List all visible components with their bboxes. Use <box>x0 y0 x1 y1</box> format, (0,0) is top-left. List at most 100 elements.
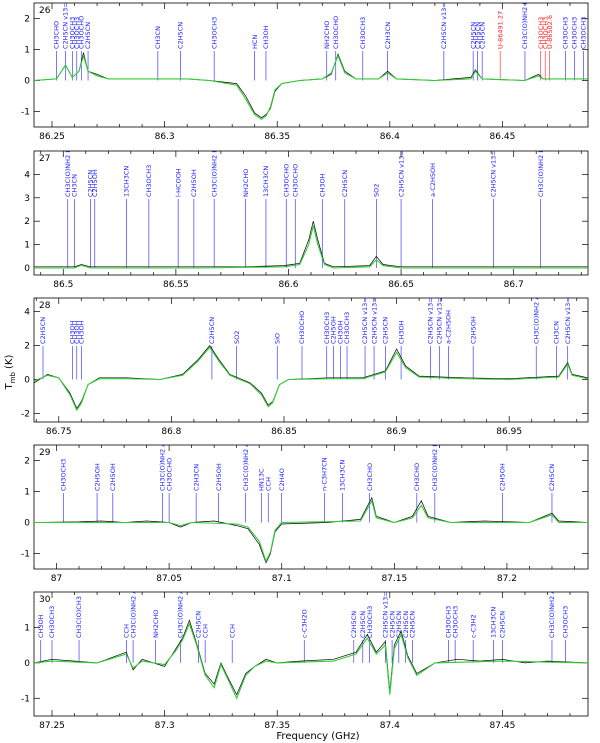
y-tick-label: 1 <box>24 241 30 251</box>
line-marker-label: CH3OH <box>318 173 326 197</box>
y-tick-label: -1 <box>21 694 30 704</box>
line-marker-label: NH2CHO <box>323 21 331 49</box>
panel-27: 86.5 86.55 86.6 86.65 86.7 0 1 2 3 4 27 CH3C(O)NH2 … <box>24 146 589 290</box>
y-tick-label: 4 <box>24 170 30 180</box>
line-marker-label: C2H5CN v13=1 <box>370 293 378 344</box>
x-tick-label: 86.5 <box>53 280 73 290</box>
line-marker-label: CH3OCH3 <box>571 17 579 49</box>
line-marker-label: CH3OH <box>37 614 45 638</box>
line-marker-label: C2H5CN v13=1 <box>361 293 369 344</box>
line-marker-label: CCH <box>201 624 209 638</box>
line-marker-label: C2H5CN <box>395 611 403 638</box>
line-marker-label: C2H5CN <box>87 170 95 197</box>
x-tick-label: 87.25 <box>39 721 65 731</box>
spectra <box>34 345 588 412</box>
panel-29: 87 87.05 87.1 87.15 87.2 -1 0 1 2 29 CH3OCH3 C2H5OH… <box>21 442 589 584</box>
line-marker-label: CH3OCHO <box>291 164 299 197</box>
x-tick-label: 86.9 <box>387 427 407 437</box>
x-axis-title: Frequency (GHz) <box>276 731 359 742</box>
line-marker-label: C2H5OH <box>330 316 338 344</box>
x-tick-label: 87.15 <box>381 574 407 584</box>
line-marker-label: CCH <box>228 624 236 638</box>
series-model <box>34 622 588 700</box>
line-marker-label: SiO <box>273 333 281 344</box>
line-marker-label: C2H3CN <box>384 22 392 49</box>
y-tick-label: -2 <box>21 410 30 420</box>
series-model <box>34 499 588 563</box>
line-marker-label: CH3OCH3 <box>73 17 81 49</box>
line-marker-label: CH3C(O)NH2 E <box>64 149 72 197</box>
y-tick-label: 2 <box>24 457 30 467</box>
x-tick-label: 87.2 <box>497 574 517 584</box>
y-axis-title-sub: mb <box>9 371 17 383</box>
line-marker-label: CH3OCH3 <box>541 17 549 49</box>
x-tick-label: 87.1 <box>272 574 292 584</box>
line-marker-label: C2H5CN <box>177 22 185 49</box>
line-marker-label: CH3C(O)NH2 A <box>532 295 540 344</box>
y-tick-label: 0 <box>24 519 30 529</box>
line-marker-label: HCN <box>251 35 259 49</box>
x-tick-label: 87.35 <box>264 721 290 731</box>
x-tick-label: 86.25 <box>39 132 65 142</box>
line-marker-label: CH3OCHO <box>282 164 290 197</box>
line-marker-label: HN13C <box>258 468 266 491</box>
line-marker-label: CH3OH <box>397 320 405 344</box>
line-marker-label: C2H4O <box>278 468 286 491</box>
line-marker-label: C2H5CN <box>195 611 203 638</box>
series-observed <box>34 221 588 268</box>
y-tick-label: 4 <box>24 308 30 318</box>
y-tick-label: 0 <box>24 264 30 274</box>
line-marker-label: C2H5CN <box>84 22 92 49</box>
series-model <box>34 53 588 120</box>
line-marker-label: c-C3H2 <box>469 614 477 638</box>
line-marker-label: C2H5OH <box>499 463 507 491</box>
line-marker-label: CH3CN <box>553 321 561 344</box>
line-marker-label: C2H5CN <box>39 317 47 344</box>
line-marker-label: CH3OCH3 <box>580 17 588 49</box>
x-tick-label: 86.3 <box>155 132 175 142</box>
line-marker-label: C2H5CN <box>469 22 477 49</box>
panel-frame <box>33 591 589 717</box>
line-marker-label: CH3C(O)NH2 A <box>242 442 250 491</box>
x-tick-label: 86.65 <box>388 280 414 290</box>
line-marker-label: C2H3CN <box>192 464 200 491</box>
line-marker-label: CH3C(O)NH2 E <box>431 443 439 491</box>
line-marker-label: CCH <box>264 477 272 491</box>
line-marker-label: C2H5OH <box>190 169 198 197</box>
line-marker-label: CH3CHO <box>366 463 374 491</box>
line-marker-label: CH3OCH3 <box>48 606 56 638</box>
x-tick-label: 87.05 <box>156 574 182 584</box>
x-tick-label: 87.3 <box>155 721 175 731</box>
line-marker-label: C2H5OH <box>93 463 101 491</box>
line-marker-label: CH3OCHO <box>77 16 85 49</box>
line-marker-label: C2H5OH <box>109 463 117 491</box>
y-tick-label: 2 <box>24 217 30 227</box>
line-marker-label: CH3C(O)NH2 A <box>548 589 556 638</box>
y-tick-label: 3 <box>24 194 30 204</box>
line-marker-label: C2H5CN <box>350 611 358 638</box>
line-marker-label: 13CH3CN <box>490 607 498 638</box>
line-marker-label: C2H5CN <box>359 611 367 638</box>
line-marker-label: CH3CHO <box>413 463 421 491</box>
panel-number: 26 <box>39 6 51 16</box>
y-tick-label: -1 <box>21 108 30 118</box>
line-marker-label: C2H5OH <box>91 169 99 197</box>
line-marker-label: SO2 <box>233 331 241 344</box>
panel-28: 86.75 86.8 86.85 86.9 86.95 -2 0 2 4 28 C2H5CN CH3O… <box>21 293 589 437</box>
x-tick-label: 86.8 <box>161 427 181 437</box>
line-marker-label: C2H5CN v13=1 <box>490 146 498 197</box>
series-observed <box>34 345 588 410</box>
line-marker-label: CH3OCH3 <box>562 17 570 49</box>
y-axis-title-unit: (K) <box>4 355 15 369</box>
x-tick-label: 86.35 <box>264 132 290 142</box>
line-marker-label: C2H5CN v13=1 <box>436 293 444 344</box>
line-marker-label: CH3OCH3 <box>537 17 545 49</box>
spectra <box>34 221 588 269</box>
x-tick-label: 86.4 <box>380 132 400 142</box>
spectra <box>34 619 588 700</box>
line-marker-label: CH3OH <box>68 320 76 344</box>
x-tick-label: 86.55 <box>163 280 189 290</box>
